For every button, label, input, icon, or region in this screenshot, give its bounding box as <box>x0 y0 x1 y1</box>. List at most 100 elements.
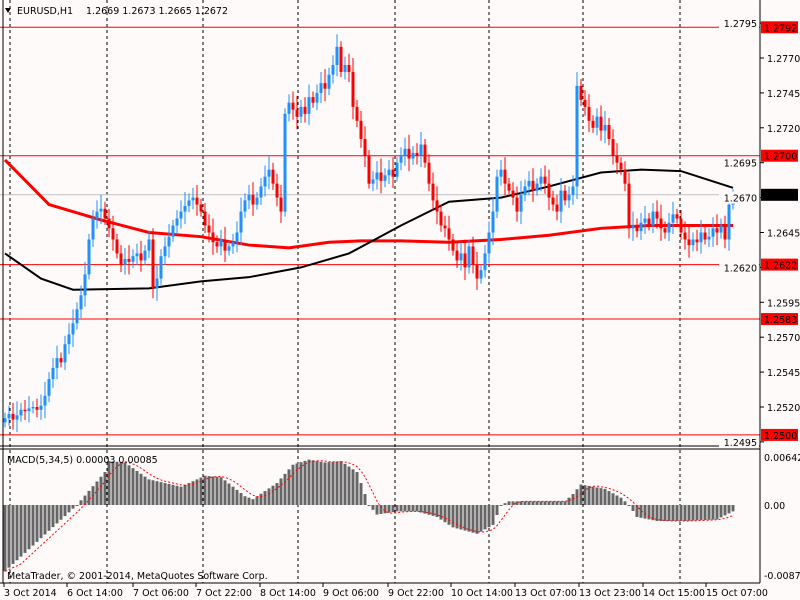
macd-histogram-bar <box>671 505 675 521</box>
moving-average-slow <box>3 158 733 250</box>
candle-body <box>523 186 527 195</box>
candle-body <box>51 367 55 380</box>
time-label: 15 Oct 07:00 <box>706 588 768 599</box>
price-tick-label-bg <box>719 261 759 274</box>
price-tick-label: 1.2495 <box>724 438 757 449</box>
macd-histogram-bar <box>123 462 127 505</box>
candle-body <box>47 379 51 396</box>
macd-histogram-bar <box>699 505 703 521</box>
candle-body <box>439 211 443 226</box>
macd-histogram-bar <box>207 476 211 505</box>
candle-body <box>727 204 731 240</box>
macd-histogram-bar <box>115 461 119 505</box>
candle-body <box>15 415 19 420</box>
macd-histogram-bar <box>211 476 215 505</box>
horizontal-levels[interactable] <box>0 26 760 436</box>
time-label: 13 Oct 23:00 <box>579 588 641 599</box>
macd-histogram-bar <box>15 505 19 561</box>
candle-body <box>375 172 379 180</box>
macd-label: MACD(5,34,5) 0.00003 0.00085 <box>7 455 158 466</box>
candle-body <box>99 208 103 212</box>
macd-histogram-bar <box>395 505 399 512</box>
level-label: 1.2700 <box>764 152 797 163</box>
macd-histogram-bar <box>407 505 411 512</box>
macd-histogram-bar <box>435 505 439 517</box>
macd-histogram-bar <box>627 505 631 506</box>
macd-histogram-bar <box>255 496 259 505</box>
macd-histogram-bar <box>203 475 207 505</box>
triangle-down-icon[interactable] <box>5 8 11 13</box>
macd-histogram-bar <box>35 505 39 542</box>
candle-body <box>479 270 483 279</box>
macd-histogram-bar <box>151 480 155 505</box>
macd-histogram-bar <box>183 484 187 505</box>
candle-body <box>247 194 251 201</box>
candle-body <box>83 274 87 296</box>
macd-histogram-bar <box>579 484 583 505</box>
time-label: 13 Oct 07:00 <box>515 588 577 599</box>
candle-body <box>519 194 523 212</box>
price-tick-label: 1.2720 <box>767 124 800 135</box>
candle-body <box>359 120 363 139</box>
macd-histogram-bar <box>431 505 435 516</box>
candle-body <box>455 250 459 261</box>
candle-body <box>699 232 703 243</box>
candle-body <box>307 97 311 114</box>
level-label-bg <box>761 313 798 326</box>
macd-histogram-bar <box>511 501 515 505</box>
macd-histogram-bar <box>3 505 7 572</box>
candle-body <box>395 162 399 177</box>
candle-body <box>551 197 555 205</box>
macd-histogram-bar <box>299 462 303 505</box>
macd-histogram-bar <box>375 505 379 515</box>
candle-body <box>443 225 447 229</box>
macd-histogram-bar <box>607 491 611 505</box>
candle-body <box>279 197 283 212</box>
macd-histogram-bar <box>687 505 691 521</box>
candle-body <box>159 256 163 279</box>
price-tick-label: 1.2595 <box>767 298 800 309</box>
candle-body <box>379 172 383 181</box>
candle-body <box>219 239 223 247</box>
candle-body <box>659 218 663 229</box>
macd-histogram-bar <box>163 483 167 505</box>
candle-body <box>231 242 235 247</box>
macd-histogram-bar <box>403 505 407 512</box>
candle-body <box>419 144 423 156</box>
macd-histogram-bar <box>247 497 251 505</box>
macd-histogram-bar <box>583 485 587 505</box>
macd-histogram-bar <box>495 505 499 515</box>
candle-body <box>287 102 291 114</box>
candle-body <box>571 186 575 195</box>
candle-body <box>327 74 331 89</box>
macd-histogram-bar <box>563 501 567 505</box>
macd-histogram-bar <box>691 505 695 521</box>
macd-histogram-bar <box>587 485 591 505</box>
time-label: 9 Oct 06:00 <box>323 588 379 599</box>
macd-histogram-bar <box>311 460 315 505</box>
macd-histogram-bar <box>315 461 319 505</box>
macd-histogram-bar <box>499 505 503 506</box>
macd-histogram-bar <box>231 486 235 505</box>
price-tick-label-bg <box>719 191 759 204</box>
macd-histogram-bar <box>635 505 639 517</box>
price-tick-label-bg <box>719 17 759 30</box>
candle-body <box>323 83 327 89</box>
macd-histogram-bar <box>379 505 383 514</box>
macd-histogram-bar <box>191 481 195 505</box>
candle-body <box>19 409 23 416</box>
macd-histogram-bar <box>507 501 511 505</box>
macd-histogram-bar <box>359 483 363 505</box>
macd-histogram-bar <box>159 482 163 505</box>
candle-body <box>31 407 35 409</box>
time-label: 10 Oct 14:00 <box>451 588 513 599</box>
candle-body <box>227 246 231 251</box>
candle-body <box>691 239 695 246</box>
macd-histogram-bar <box>103 472 107 505</box>
candle-body <box>495 176 499 212</box>
candle-body <box>167 236 171 247</box>
candle-body <box>155 278 159 289</box>
candle-body <box>595 116 599 128</box>
